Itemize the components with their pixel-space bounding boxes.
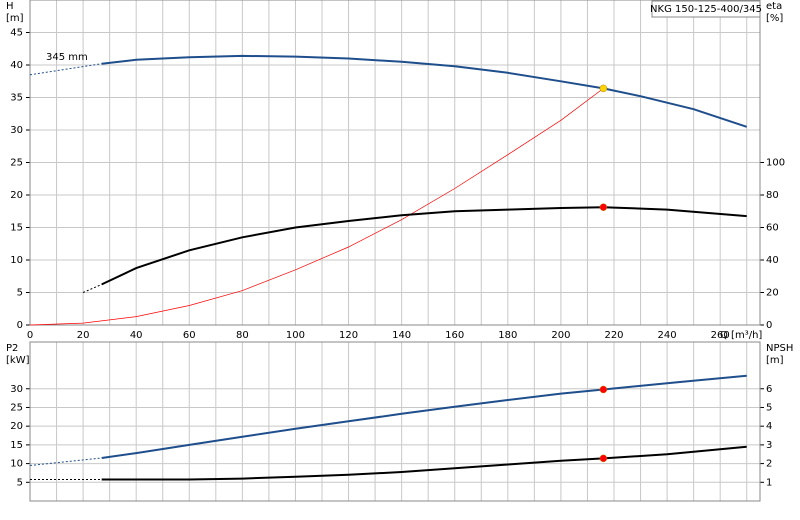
curve [101, 54, 748, 128]
x-axis-label: Q [m³/h] [720, 330, 762, 341]
y-tick-label: 30 [10, 125, 23, 136]
x-tick-label: 240 [658, 330, 677, 341]
y2-tick-label: 40 [766, 255, 779, 266]
x-tick-label: 200 [551, 330, 570, 341]
y2-tick-label: 100 [766, 158, 785, 169]
y2-tick-label: 0 [766, 320, 772, 331]
y2-tick-label: 4 [766, 421, 772, 432]
annotation: 345 mm [46, 52, 88, 63]
y2-tick-label: 20 [766, 288, 779, 299]
curve [29, 63, 102, 76]
curve [101, 445, 747, 481]
y-tick-label: 5 [17, 477, 23, 488]
x-tick-label: 220 [604, 330, 623, 341]
y2-tick-label: 3 [766, 440, 772, 451]
duty-point [599, 203, 608, 211]
y2-tick-label: 60 [766, 223, 779, 234]
x-tick-label: 180 [498, 330, 517, 341]
curve [29, 457, 102, 466]
plot-frame [29, 0, 761, 326]
title-box [651, 0, 761, 18]
x-tick-label: 0 [27, 330, 33, 341]
y2-axis-unit: [m] [766, 355, 784, 366]
y-tick-label: 45 [10, 28, 23, 39]
y-tick-label: 35 [10, 93, 23, 104]
y-tick-label: 25 [10, 158, 23, 169]
y2-tick-label: 80 [766, 190, 779, 201]
y-tick-label: 15 [10, 440, 23, 451]
y-tick-label: 30 [10, 384, 23, 395]
y-tick-label: 20 [10, 421, 23, 432]
x-tick-label: 120 [339, 330, 358, 341]
x-tick-label: 100 [286, 330, 305, 341]
y-tick-label: 40 [10, 60, 23, 71]
chart-title: NKG 150-125-400/345 [650, 4, 762, 15]
x-tick-label: 140 [392, 330, 411, 341]
y-tick-label: 25 [10, 402, 23, 413]
y2-axis-label: NPSH [766, 343, 793, 354]
x-tick-label: 260 [711, 330, 730, 341]
y-tick-label: 15 [10, 223, 23, 234]
curve [29, 88, 604, 326]
curve [82, 283, 102, 293]
y2-tick-label: 2 [766, 459, 772, 470]
y2-tick-label: 1 [766, 477, 772, 488]
y2-axis-unit: [%] [766, 13, 783, 24]
x-tick-label: 20 [77, 330, 90, 341]
y2-axis-label: eta [766, 1, 782, 12]
y-axis-label: P2 [6, 343, 18, 354]
y-tick-label: 20 [10, 190, 23, 201]
y2-tick-label: 5 [766, 402, 772, 413]
y-tick-label: 0 [17, 320, 23, 331]
x-tick-label: 160 [445, 330, 464, 341]
y-axis-unit: [kW] [6, 355, 30, 366]
plot-frame [29, 341, 761, 502]
duty-point [599, 84, 608, 93]
duty-point [599, 454, 608, 463]
y-axis-unit: [m] [6, 13, 24, 24]
plot-area [30, 342, 760, 501]
x-tick-label: 60 [183, 330, 196, 341]
y-tick-label: 5 [17, 288, 23, 299]
x-tick-label: 80 [236, 330, 249, 341]
y-axis-label: H [6, 1, 14, 12]
y2-tick-label: 6 [766, 384, 772, 395]
x-tick-label: 40 [130, 330, 143, 341]
y-tick-label: 10 [10, 459, 23, 470]
duty-point [599, 385, 608, 394]
y-tick-label: 10 [10, 255, 23, 266]
